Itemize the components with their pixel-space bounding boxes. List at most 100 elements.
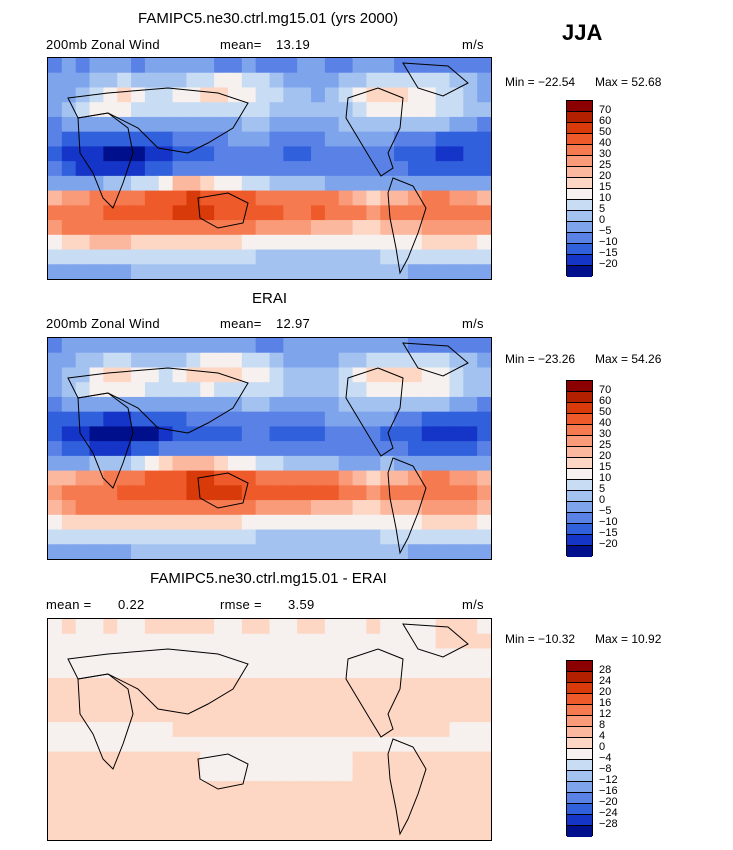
- field-cell: [214, 736, 229, 753]
- colorbar-tick-label: −10: [599, 236, 618, 248]
- colorbar-tick-label: 60: [599, 395, 612, 407]
- field-cell: [103, 751, 118, 767]
- panel-1-mean-value: 13.19: [276, 37, 311, 52]
- field-cell: [435, 87, 451, 103]
- colorbar-tick-label: 8: [599, 719, 606, 731]
- field-cell: [89, 663, 104, 679]
- field-cell: [255, 411, 271, 427]
- colorbar-tick-label: −24: [599, 807, 618, 819]
- field-cell: [297, 722, 312, 738]
- field-cell: [366, 633, 381, 650]
- field-cell: [477, 249, 491, 265]
- field-cell: [186, 692, 201, 708]
- field-cell: [449, 663, 464, 679]
- field-cell: [227, 544, 243, 559]
- field-cell: [394, 663, 409, 679]
- field-cell: [449, 781, 464, 797]
- field-cell: [352, 707, 367, 723]
- field-cell: [255, 485, 271, 501]
- field-cell: [131, 205, 146, 221]
- field-cell: [75, 396, 91, 413]
- field-cell: [283, 58, 298, 74]
- field-cell: [89, 234, 104, 251]
- field-cell: [48, 633, 63, 650]
- field-cell: [144, 500, 160, 516]
- field-cell: [324, 619, 340, 635]
- field-cell: [435, 131, 451, 147]
- field-cell: [463, 648, 478, 664]
- field-cell: [380, 751, 395, 767]
- field-cell: [200, 455, 215, 472]
- field-cell: [117, 633, 132, 650]
- field-cell: [131, 249, 146, 265]
- field-cell: [421, 795, 437, 812]
- field-cell: [200, 87, 215, 103]
- field-cell: [380, 72, 395, 89]
- field-cell: [435, 470, 451, 486]
- field-cell: [394, 825, 409, 840]
- field-cell: [269, 396, 284, 413]
- field-cell: [255, 264, 271, 279]
- field-cell: [227, 234, 243, 251]
- colorbar-box: [567, 513, 592, 524]
- colorbar-box: [567, 661, 592, 672]
- field-cell: [103, 161, 118, 177]
- field-cell: [324, 470, 340, 486]
- panel-3-mean-value: 0.22: [118, 597, 145, 612]
- field-cell: [200, 766, 215, 782]
- field-cell: [131, 529, 146, 545]
- field-cell: [366, 810, 381, 826]
- field-cell: [241, 249, 257, 265]
- field-cell: [131, 648, 146, 664]
- field-cell: [241, 455, 257, 472]
- field-cell: [297, 352, 312, 369]
- field-cell: [48, 102, 63, 118]
- field-cell: [380, 677, 395, 694]
- field-cell: [324, 441, 340, 457]
- field-cell: [283, 781, 298, 797]
- field-cell: [158, 382, 174, 398]
- field-cell: [407, 529, 423, 545]
- field-cell: [324, 102, 340, 118]
- field-cell: [89, 146, 104, 162]
- field-cell: [227, 722, 243, 738]
- field-cell: [324, 382, 340, 398]
- field-cell: [311, 751, 326, 767]
- field-cell: [48, 648, 63, 664]
- field-cell: [463, 338, 478, 354]
- field-cell: [172, 722, 188, 738]
- field-cell: [117, 485, 132, 501]
- field-cell: [103, 220, 118, 236]
- field-cell: [117, 751, 132, 767]
- field-cell: [297, 736, 312, 753]
- colorbar-tick-label: 30: [599, 148, 612, 160]
- field-cell: [144, 175, 160, 192]
- field-cell: [477, 677, 491, 694]
- field-cell: [283, 234, 298, 251]
- field-cell: [352, 500, 367, 516]
- field-cell: [172, 825, 188, 840]
- field-cell: [117, 795, 132, 812]
- field-cell: [435, 146, 451, 162]
- field-cell: [449, 810, 464, 826]
- field-cell: [89, 633, 104, 650]
- field-cell: [338, 58, 354, 74]
- field-cell: [200, 825, 215, 840]
- field-cell: [117, 810, 132, 826]
- field-cell: [241, 825, 257, 840]
- field-cell: [338, 722, 354, 738]
- field-cell: [131, 367, 146, 383]
- field-cell: [352, 116, 367, 133]
- field-cell: [131, 72, 146, 89]
- field-cell: [380, 382, 395, 398]
- field-cell: [186, 249, 201, 265]
- field-cell: [421, 102, 437, 118]
- field-cell: [449, 619, 464, 635]
- field-cell: [144, 648, 160, 664]
- field-cell: [241, 751, 257, 767]
- field-cell: [241, 810, 257, 826]
- colorbar-box: [567, 694, 592, 705]
- field-cell: [255, 146, 271, 162]
- colorbar-tick-label: −15: [599, 527, 618, 539]
- field-cell: [48, 663, 63, 679]
